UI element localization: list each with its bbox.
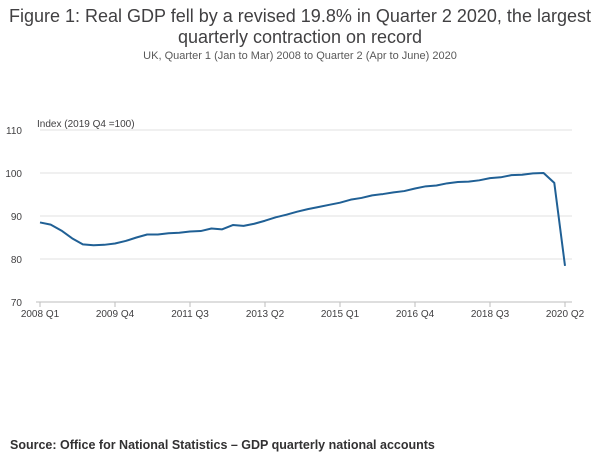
chart-title-line-1: Figure 1: Real GDP fell by a revised 19.… (9, 6, 591, 26)
x-tick-label: 2020 Q2 (546, 309, 585, 320)
chart-title: Figure 1: Real GDP fell by a revised 19.… (0, 6, 600, 48)
y-tick-label: 90 (11, 212, 23, 223)
x-tick-label: 2016 Q4 (396, 309, 435, 320)
y-tick-label: 80 (11, 255, 23, 266)
y-tick-label: 110 (6, 126, 22, 137)
x-tick-label: 2013 Q2 (246, 309, 285, 320)
y-axis-tick-labels: 70 80 90 100 110 (5, 126, 22, 309)
chart-title-line-2: quarterly contraction on record (177, 27, 423, 47)
series-group (39, 172, 566, 267)
x-tick-label: 2009 Q4 (96, 309, 135, 320)
x-tick-label: 2008 Q1 (21, 309, 60, 320)
gridlines (40, 129, 572, 303)
x-axis-ticks: 2008 Q1 2009 Q4 2011 Q3 2013 Q2 2015 Q1 2016 … (21, 302, 585, 320)
y-axis-label: Index (2019 Q4 =100) (37, 119, 135, 130)
gdp-line-chart: 70 80 90 100 110 Index (2019 Q4 =100) 2008 Q… (5, 119, 585, 320)
x-tick-label: 2018 Q3 (471, 309, 510, 320)
source-note: Source: Office for National Statistics –… (10, 438, 435, 452)
series-line-real-gdp (39, 172, 566, 267)
x-tick-label: 2015 Q1 (321, 309, 360, 320)
y-tick-label: 70 (11, 298, 23, 309)
x-tick-label: 2011 Q3 (171, 309, 209, 320)
chart-subtitle: UK, Quarter 1 (Jan to Mar) 2008 to Quart… (143, 50, 457, 62)
y-tick-label: 100 (5, 169, 22, 180)
